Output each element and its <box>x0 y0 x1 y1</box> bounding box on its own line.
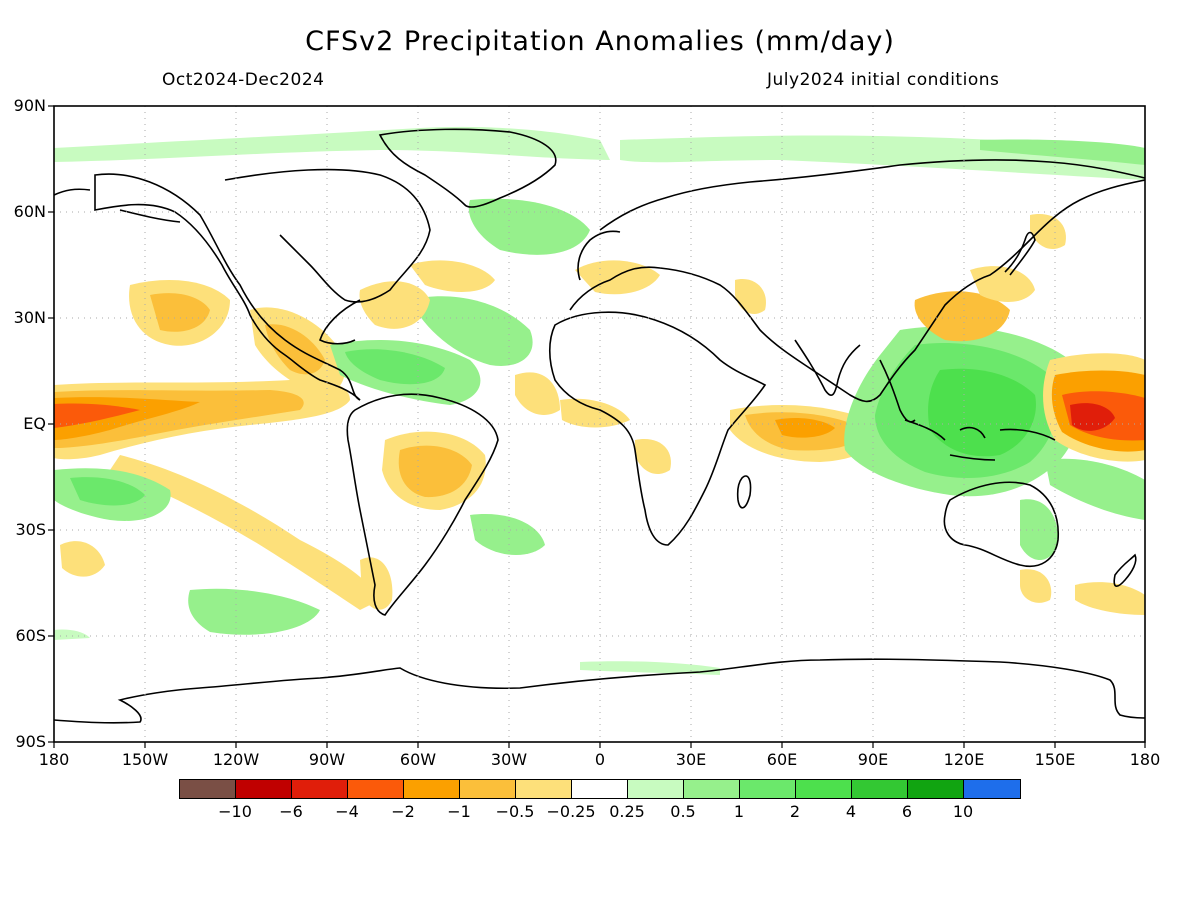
lon-label-120w: 120W <box>212 750 260 769</box>
coastline-north-america <box>94 173 361 401</box>
colorbar-label: −0.5 <box>495 802 535 821</box>
colorbar-swatch <box>684 780 740 798</box>
colorbar-swatch <box>348 780 404 798</box>
colorbar-label: 0.25 <box>609 802 645 821</box>
lat-label-30s: 30S <box>15 520 46 539</box>
colorbar-label: 4 <box>845 802 857 821</box>
colorbar-label: −10 <box>218 802 252 821</box>
lat-label-60n: 60N <box>13 202 46 221</box>
lat-label-60s: 60S <box>15 626 46 645</box>
lon-label-60w: 60W <box>399 750 437 769</box>
colorbar-swatch <box>628 780 684 798</box>
colorbar-swatch <box>516 780 572 798</box>
colorbar-label: 2 <box>789 802 801 821</box>
colorbar-swatch <box>852 780 908 798</box>
axis-ticks <box>48 105 1146 748</box>
initial-conditions: July2024 initial conditions <box>767 70 1000 90</box>
map-title: CFSv2 Precipitation Anomalies (mm/day) <box>305 26 895 57</box>
lon-label-150e: 150E <box>1034 750 1076 769</box>
coastline-eurasia <box>569 179 1145 403</box>
colorbar-swatch <box>908 780 964 798</box>
colorbar-swatch <box>964 780 1020 798</box>
colorbar-label: −2 <box>391 802 415 821</box>
lat-label-90s: 90S <box>15 732 46 751</box>
colorbar-label: −6 <box>279 802 303 821</box>
colorbar <box>179 779 1021 799</box>
lon-label-150w: 150W <box>121 750 169 769</box>
forecast-period: Oct2024-Dec2024 <box>162 70 325 90</box>
lat-label-30n: 30N <box>13 308 46 327</box>
lon-label-90e: 90E <box>857 750 889 769</box>
coastline-antarctica <box>54 658 1145 724</box>
lon-label-60e: 60E <box>766 750 798 769</box>
colorbar-swatch <box>236 780 292 798</box>
lon-label-0: 0 <box>594 750 606 769</box>
lon-label-180e: 180 <box>1129 750 1161 769</box>
colorbar-swatch <box>404 780 460 798</box>
lon-label-90w: 90W <box>308 750 346 769</box>
colorbar-label: −4 <box>335 802 359 821</box>
colorbar-label: 10 <box>952 802 974 821</box>
colorbar-swatch <box>460 780 516 798</box>
lon-label-180w: 180 <box>38 750 70 769</box>
colorbar-label: −0.25 <box>546 802 596 821</box>
coastline-africa <box>548 311 767 546</box>
lon-label-120e: 120E <box>943 750 985 769</box>
lat-label-eq: EQ <box>23 414 46 433</box>
colorbar-swatch <box>740 780 796 798</box>
coastlines <box>54 128 1145 724</box>
lon-label-30w: 30W <box>490 750 528 769</box>
anomaly-fields <box>54 126 1145 675</box>
lat-lon-grid <box>54 106 1145 742</box>
colorbar-label: 6 <box>901 802 913 821</box>
colorbar-swatch <box>292 780 348 798</box>
coastline-south-america <box>346 393 499 616</box>
coastline-australia <box>943 481 1060 567</box>
colorbar-label: 0.5 <box>670 802 696 821</box>
colorbar-swatch <box>180 780 236 798</box>
colorbar-swatch <box>796 780 852 798</box>
anomaly-region-arctic <box>54 126 610 162</box>
colorbar-swatch <box>572 780 628 798</box>
lon-label-30e: 30E <box>675 750 707 769</box>
coastline-greenland <box>378 128 557 208</box>
colorbar-label: −1 <box>447 802 471 821</box>
lat-label-90n: 90N <box>13 96 46 115</box>
colorbar-label: 1 <box>733 802 745 821</box>
